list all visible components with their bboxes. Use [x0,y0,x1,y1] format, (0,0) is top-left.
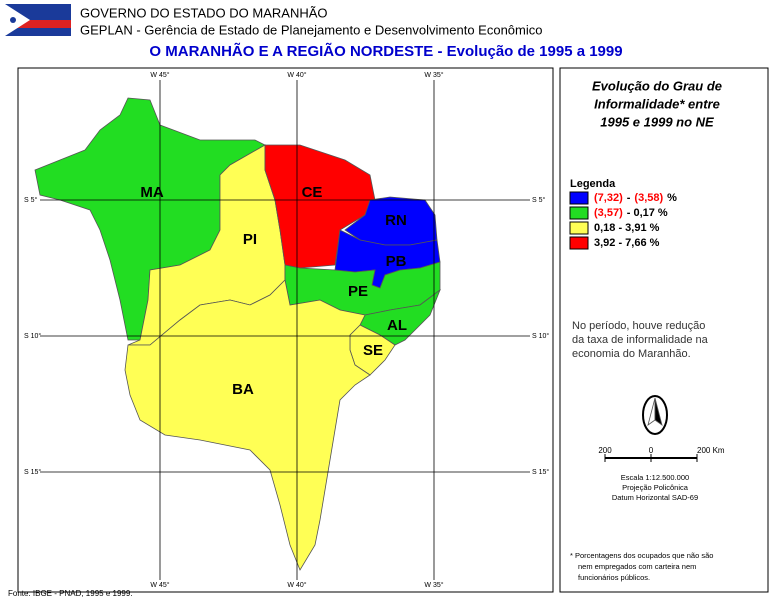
scale-bar [604,454,698,462]
legend-label-part: 0,18 - 3,91 % [594,222,660,234]
legend-swatch [569,206,589,220]
note: da taxa de informalidade na [572,334,709,346]
grid-label: W 45° [150,71,169,79]
legend-label-part: % [667,192,677,204]
state-label: AL [387,317,407,334]
side-panel [559,67,769,593]
state-label: PB [386,253,407,270]
footnote: funcionários públicos. [578,573,650,582]
state-label: BA [232,381,254,398]
legend-label-part: (3,58) [634,192,663,204]
legend-swatch [569,236,589,250]
panel-title: Evolução do Grau de [592,78,722,93]
grid-label: S 5° [532,196,546,204]
footnote: * Porcentagens dos ocupados que não são [570,551,713,560]
grid-label: S 15° [24,468,41,476]
state-label: PE [348,283,368,300]
panel-title: 1995 e 1999 no NE [600,114,714,129]
legend-label-part: 3,92 - 7,66 % [594,237,660,249]
scale-label: 200 [598,446,612,455]
grid-label: S 10° [24,332,41,340]
grid-label: W 35° [424,581,443,589]
state-label: SE [363,342,383,359]
legend-label: (3,57) - 0,17 % [594,207,668,219]
legend-label-part: (3,57) [594,207,623,219]
grid-label: W 35° [424,71,443,79]
grid-label: W 40° [287,581,306,589]
logo [5,4,71,36]
graticule [40,80,530,580]
scale-text: Datum Horizontal SAD-69 [612,493,698,502]
scale-text: Projeção Policônica [622,483,689,492]
footnote: nem empregados com carteira nem [578,562,696,571]
scale-text: Escala 1:12.500.000 [621,473,689,482]
grid-label: S 5° [24,196,38,204]
grid-label: S 10° [532,332,549,340]
legend-label: 3,92 - 7,66 % [594,237,660,249]
header-line2: GEPLAN - Gerência de Estado de Planejame… [80,22,542,37]
state-label: RN [385,212,407,229]
states [34,97,441,571]
state-label: CE [302,184,323,201]
header-line1: GOVERNO DO ESTADO DO MARANHÃO [80,5,328,20]
note: economia do Maranhão. [572,348,691,360]
grid-label: S 15° [532,468,549,476]
legend-label-part: (7,32) [594,192,623,204]
legend-label: (7,32) - (3,58)% [594,192,677,204]
main-title: O MARANHÃO E A REGIÃO NORDESTE - Evoluçã… [149,42,622,60]
north-arrow [642,395,668,435]
grid-label: W 40° [287,71,306,79]
legend-swatch [569,221,589,235]
legend-title: Legenda [570,178,616,190]
grid-label: W 45° [150,581,169,589]
source: Fonte: IBGE - PNAD, 1995 e 1999. [8,589,133,598]
legend-label-part: - [627,192,631,204]
legend-swatch [569,191,589,205]
scale-label: 200 Km [697,446,725,455]
state-label: PI [243,231,257,248]
state-label: MA [140,184,163,201]
legend-label-part: - 0,17 % [627,207,668,219]
panel-title: Informalidade* entre [594,96,720,111]
legend-label: 0,18 - 3,91 % [594,222,660,234]
scale-label: 0 [649,446,654,455]
note: No período, houve redução [572,320,705,332]
